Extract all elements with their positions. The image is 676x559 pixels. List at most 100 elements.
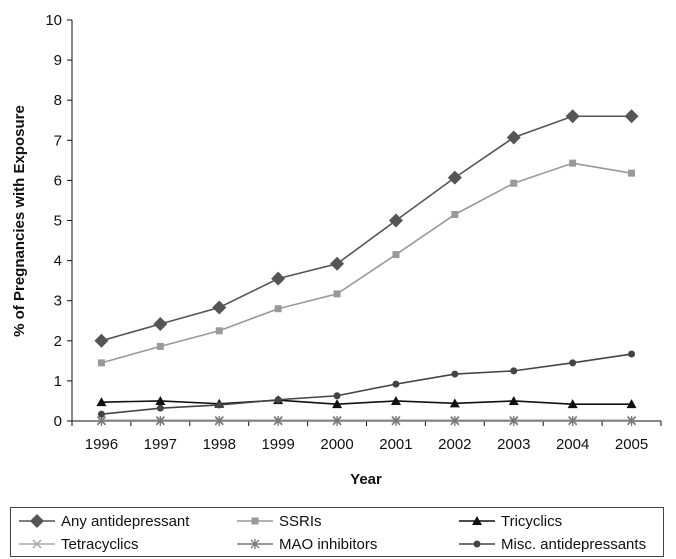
- series-any-antidepressant: [94, 109, 639, 348]
- data-point: [333, 392, 341, 400]
- data-point: [97, 410, 105, 418]
- x-tick-label: 2003: [497, 436, 530, 453]
- legend-swatch: [19, 514, 55, 528]
- data-point: [215, 327, 223, 335]
- legend-label: Misc. antidepressants: [501, 535, 647, 553]
- data-point: [94, 333, 109, 348]
- legend-marker: [30, 514, 44, 528]
- data-point: [628, 169, 636, 177]
- data-point: [388, 213, 403, 228]
- legend-item: SSRIs: [235, 510, 322, 532]
- data-point: [156, 404, 164, 412]
- series-line: [101, 399, 632, 405]
- legend-item: MAO inhibitors: [235, 533, 377, 555]
- data-point: [392, 380, 400, 388]
- series-line: [101, 353, 632, 415]
- y-tick-label: 1: [54, 373, 62, 390]
- legend-marker: [473, 540, 481, 548]
- y-tick-label: 2: [54, 333, 62, 350]
- data-point: [392, 251, 400, 259]
- data-point: [332, 399, 343, 409]
- x-tick-label: 2004: [556, 436, 589, 453]
- series-line: [101, 162, 632, 364]
- data-point: [624, 109, 639, 124]
- y-tick-label: 9: [54, 52, 62, 69]
- data-point: [391, 416, 401, 426]
- data-point: [508, 395, 519, 405]
- data-point: [155, 416, 165, 426]
- legend-label: Tetracyclics: [61, 535, 139, 553]
- legend-swatch: [237, 517, 273, 525]
- data-point: [627, 416, 637, 426]
- data-point: [274, 396, 282, 404]
- legend-marker: [472, 516, 482, 525]
- x-tick-label: 1996: [85, 436, 118, 453]
- data-point: [569, 359, 577, 367]
- data-point: [451, 210, 459, 218]
- line-chart: 0 1 2 3 4 5 6 7 8 9 10 1996 1997 1998 1999 2000 2001 200…: [11, 12, 662, 488]
- data-point: [153, 316, 168, 331]
- legend-item: Tricyclics: [457, 510, 562, 532]
- y-tick-label: 3: [54, 293, 62, 310]
- data-point: [390, 395, 401, 405]
- series-ssris: [97, 159, 636, 367]
- x-axis-ticks: 1996 1997 1998 1999 2000 2001 2002 2003 2004 2005: [71, 421, 662, 453]
- data-point: [332, 416, 342, 426]
- x-tick-label: 2005: [615, 436, 648, 453]
- legend-label: Tricyclics: [501, 512, 563, 530]
- data-point: [214, 416, 224, 426]
- legend-item: Misc. antidepressants: [457, 533, 646, 555]
- legend-label: SSRIs: [279, 512, 322, 530]
- data-point: [509, 416, 519, 426]
- series-misc-antidepressants: [97, 350, 636, 418]
- legend-marker: [32, 539, 42, 549]
- series-layer: [94, 109, 639, 426]
- y-tick-label: 0: [54, 413, 62, 430]
- x-tick-label: 2001: [379, 436, 412, 453]
- chart-legend: Any antidepressant SSRIs Tricyclics Tetracy…: [10, 507, 664, 557]
- y-tick-label: 10: [45, 12, 62, 29]
- data-point: [97, 359, 105, 367]
- legend-marker: [251, 517, 259, 525]
- y-tick-label: 7: [54, 132, 62, 149]
- data-point: [567, 399, 578, 409]
- legend-item: Tetracyclics: [17, 533, 139, 555]
- x-axis-title: Year: [350, 471, 382, 488]
- y-tick-label: 6: [54, 172, 62, 189]
- data-point: [510, 367, 518, 375]
- series-tricyclics: [96, 395, 637, 409]
- x-tick-label: 1998: [203, 436, 236, 453]
- legend-label: Any antidepressant: [61, 512, 190, 530]
- legend-label: MAO inhibitors: [279, 535, 378, 553]
- legend-swatch: [459, 516, 495, 525]
- data-point: [451, 370, 459, 378]
- legend-swatch: [237, 539, 273, 549]
- x-tick-label: 2000: [320, 436, 353, 453]
- data-point: [565, 109, 580, 124]
- data-point: [212, 300, 227, 315]
- y-tick-label: 5: [54, 213, 62, 230]
- x-tick-label: 2002: [438, 436, 471, 453]
- series-mao-inhibitors: [96, 416, 637, 426]
- data-point: [330, 256, 345, 271]
- data-point: [271, 271, 286, 286]
- legend-item: Any antidepressant: [17, 510, 189, 532]
- data-point: [449, 398, 460, 408]
- series-line: [101, 115, 632, 342]
- legend-swatch: [19, 539, 55, 549]
- data-point: [568, 416, 578, 426]
- data-point: [569, 159, 577, 167]
- y-axis-ticks: 0 1 2 3 4 5 6 7 8 9 10: [45, 12, 72, 430]
- x-tick-label: 1997: [144, 436, 177, 453]
- legend-marker: [250, 539, 260, 549]
- data-point: [510, 179, 518, 187]
- data-point: [274, 305, 282, 313]
- data-point: [273, 416, 283, 426]
- data-point: [333, 290, 341, 298]
- data-point: [447, 170, 462, 185]
- y-tick-label: 8: [54, 92, 62, 109]
- data-point: [626, 399, 637, 409]
- data-point: [215, 401, 223, 409]
- y-axis-title: % of Pregnancies with Exposure: [11, 105, 28, 337]
- data-point: [155, 395, 166, 405]
